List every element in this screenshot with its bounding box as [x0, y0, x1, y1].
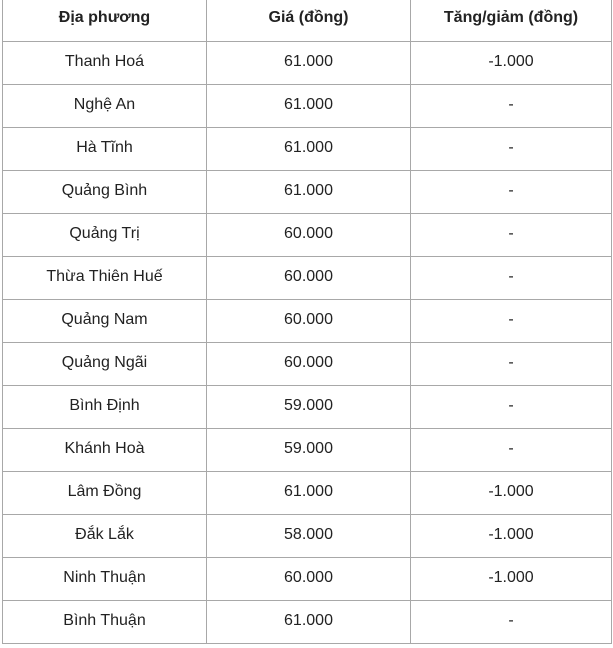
- change-cell: -1.000: [410, 40, 612, 85]
- price-cell: 60.000: [206, 255, 411, 300]
- region-cell: Đắk Lắk: [2, 513, 207, 558]
- change-cell: -: [410, 341, 612, 386]
- change-cell: -1.000: [410, 470, 612, 515]
- region-cell: Thừa Thiên Huế: [2, 255, 207, 300]
- price-cell: 60.000: [206, 298, 411, 343]
- change-cell: -: [410, 599, 612, 644]
- change-cell: -: [410, 255, 612, 300]
- table-row: Hà Tĩnh 61.000-: [2, 126, 612, 171]
- table-row: Ninh Thuận 60.000 -1.000: [2, 556, 612, 601]
- price-cell: 61.000: [206, 599, 411, 644]
- region-cell: Quảng Trị: [2, 212, 207, 257]
- table-row: Nghệ An 61.000-: [2, 83, 612, 128]
- change-cell: -: [410, 384, 612, 429]
- table-row: Đắk Lắk 58.000 -1.000: [2, 513, 612, 558]
- region-cell: Ninh Thuận: [2, 556, 207, 601]
- region-cell: Hà Tĩnh: [2, 126, 207, 171]
- table-row: Khánh Hoà 59.000-: [2, 427, 612, 472]
- region-cell: Quảng Ngãi: [2, 341, 207, 386]
- table-row: Bình Định 59.000-: [2, 384, 612, 429]
- table-row: Thừa Thiên Huế 60.000-: [2, 255, 612, 300]
- table-row: Quảng Trị 60.000-: [2, 212, 612, 257]
- price-cell: 61.000: [206, 169, 411, 214]
- change-cell: -: [410, 212, 612, 257]
- table-row: Lâm Đồng 61.000 -1.000: [2, 470, 612, 515]
- change-cell: -: [410, 427, 612, 472]
- table-row: Thanh Hoá 61.000 -1.000: [2, 40, 612, 85]
- price-cell: 61.000: [206, 83, 411, 128]
- change-cell: -1.000: [410, 556, 612, 601]
- price-cell: 61.000: [206, 126, 411, 171]
- price-cell: 60.000: [206, 556, 411, 601]
- table-row: Quảng Ngãi 60.000-: [2, 341, 612, 386]
- price-cell: 59.000: [206, 427, 411, 472]
- region-cell: Bình Thuận: [2, 599, 207, 644]
- price-cell: 60.000: [206, 341, 411, 386]
- change-cell: -: [410, 126, 612, 171]
- region-cell: Nghệ An: [2, 83, 207, 128]
- price-cell: 61.000: [206, 40, 411, 85]
- change-cell: -: [410, 298, 612, 343]
- header-price: Giá (đồng): [206, 0, 411, 42]
- price-cell: 58.000: [206, 513, 411, 558]
- price-cell: 61.000: [206, 470, 411, 515]
- region-cell: Khánh Hoà: [2, 427, 207, 472]
- region-cell: Quảng Nam: [2, 298, 207, 343]
- change-cell: -1.000: [410, 513, 612, 558]
- region-cell: Lâm Đồng: [2, 470, 207, 515]
- table-row: Quảng Nam 60.000-: [2, 298, 612, 343]
- region-cell: Bình Định: [2, 384, 207, 429]
- header-row: Địa phương Giá (đồng) Tăng/giảm (đồng): [2, 0, 612, 42]
- header-region: Địa phương: [2, 0, 207, 42]
- price-cell: 60.000: [206, 212, 411, 257]
- header-change: Tăng/giảm (đồng): [410, 0, 612, 42]
- change-cell: -: [410, 83, 612, 128]
- region-cell: Thanh Hoá: [2, 40, 207, 85]
- table-row: Bình Thuận 61.000-: [2, 599, 612, 644]
- region-cell: Quảng Bình: [2, 169, 207, 214]
- table-row: Quảng Bình 61.000-: [2, 169, 612, 214]
- change-cell: -: [410, 169, 612, 214]
- price-cell: 59.000: [206, 384, 411, 429]
